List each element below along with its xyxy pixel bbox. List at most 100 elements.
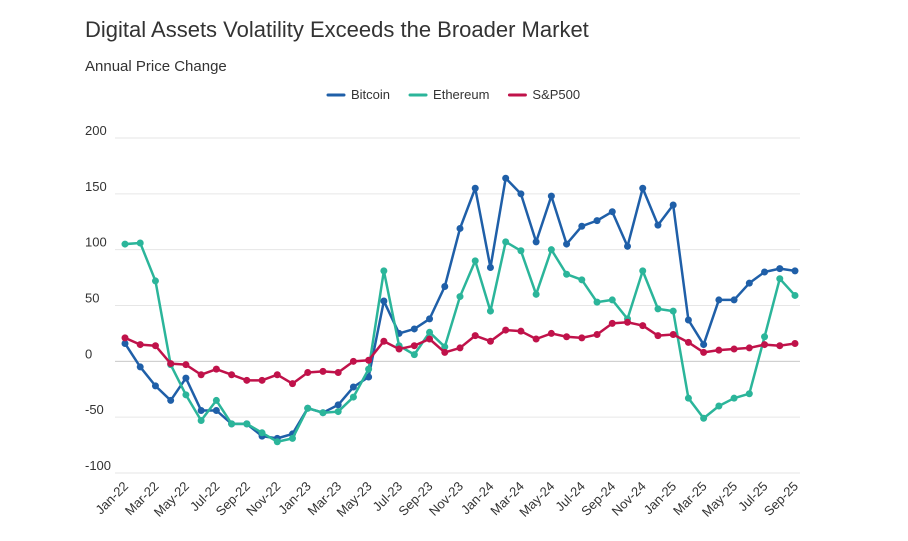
- data-point: [441, 283, 449, 291]
- y-tick-label: 200: [85, 123, 107, 138]
- data-point: [456, 224, 464, 232]
- data-point: [639, 267, 647, 275]
- legend-label: Ethereum: [433, 87, 489, 102]
- data-point: [471, 257, 479, 265]
- legend-label: S&P500: [532, 87, 580, 102]
- data-point: [319, 409, 327, 417]
- data-point: [669, 307, 677, 315]
- data-point: [197, 406, 205, 414]
- data-point: [243, 420, 251, 428]
- data-point: [426, 328, 434, 336]
- series-line: [124, 240, 796, 443]
- data-point: [471, 184, 479, 192]
- data-point: [380, 297, 388, 305]
- data-point: [578, 276, 586, 284]
- data-point: [380, 267, 388, 275]
- data-point: [228, 420, 236, 428]
- data-point: [121, 339, 129, 347]
- data-point: [624, 242, 631, 250]
- data-point: [334, 369, 342, 376]
- data-point: [121, 240, 129, 248]
- data-point: [486, 337, 494, 345]
- data-point: [349, 357, 357, 365]
- data-point: [730, 296, 738, 304]
- data-point: [426, 315, 434, 323]
- data-point: [365, 356, 373, 364]
- data-point: [776, 265, 784, 273]
- x-tick-label: Nov-24: [609, 479, 649, 519]
- data-point: [745, 344, 753, 352]
- data-point: [684, 316, 692, 324]
- data-point: [761, 333, 769, 341]
- data-point: [791, 267, 799, 275]
- x-tick-label: Nov-22: [243, 479, 283, 519]
- y-tick-label: -100: [85, 458, 111, 473]
- y-tick-label: 0: [85, 346, 92, 361]
- data-point: [563, 240, 571, 248]
- data-point: [715, 296, 723, 304]
- x-tick-label: Sep-25: [761, 479, 801, 519]
- data-point: [349, 393, 357, 401]
- data-point: [167, 396, 175, 404]
- data-point: [532, 238, 540, 246]
- data-point: [639, 184, 647, 192]
- data-point: [547, 329, 555, 337]
- data-point: [517, 247, 525, 255]
- data-point: [563, 333, 571, 341]
- data-point: [532, 335, 540, 343]
- data-point: [730, 394, 738, 402]
- data-point: [304, 369, 312, 376]
- data-point: [212, 396, 220, 404]
- data-point: [228, 371, 236, 379]
- data-point: [700, 414, 708, 422]
- data-point: [136, 239, 144, 247]
- data-point: [212, 365, 220, 373]
- data-point: [684, 338, 692, 346]
- data-point: [136, 341, 144, 349]
- data-point: [547, 192, 555, 200]
- data-point: [700, 341, 708, 349]
- data-point: [502, 326, 510, 334]
- data-point: [776, 342, 784, 350]
- y-tick-label: -50: [85, 402, 104, 417]
- data-point: [761, 341, 769, 349]
- data-point: [273, 371, 281, 379]
- data-point: [593, 217, 601, 225]
- data-point: [380, 337, 388, 345]
- data-point: [273, 438, 281, 446]
- data-point: [608, 296, 616, 304]
- data-point: [654, 305, 662, 313]
- data-point: [563, 270, 571, 278]
- chart-subtitle: Annual Price Change: [85, 58, 227, 75]
- data-point: [578, 222, 586, 230]
- data-point: [715, 346, 723, 354]
- data-point: [334, 408, 342, 416]
- data-point: [684, 394, 692, 402]
- data-point: [715, 402, 723, 410]
- data-point: [502, 174, 510, 182]
- y-tick-label: 150: [85, 179, 107, 194]
- data-point: [761, 268, 769, 276]
- data-point: [776, 275, 784, 283]
- data-point: [669, 331, 677, 339]
- data-point: [547, 246, 555, 254]
- data-point: [426, 335, 434, 343]
- data-point: [654, 221, 662, 229]
- data-point: [289, 380, 296, 388]
- data-point: [151, 342, 159, 350]
- data-point: [669, 201, 677, 209]
- data-point: [791, 339, 799, 347]
- data-point: [365, 365, 373, 373]
- data-point: [486, 307, 494, 315]
- data-point: [578, 334, 586, 342]
- data-point: [624, 318, 631, 326]
- data-point: [517, 190, 525, 198]
- data-point: [197, 371, 205, 379]
- data-point: [608, 319, 616, 327]
- data-point: [151, 277, 159, 285]
- data-point: [349, 383, 357, 391]
- data-point: [289, 434, 296, 442]
- legend-label: Bitcoin: [351, 87, 390, 102]
- data-point: [471, 332, 479, 340]
